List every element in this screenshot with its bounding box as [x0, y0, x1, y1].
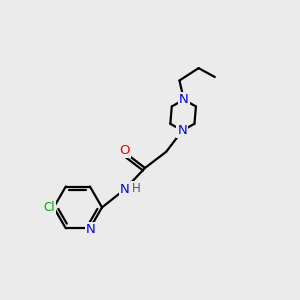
Text: H: H	[132, 182, 140, 195]
Text: N: N	[85, 223, 95, 236]
Text: Cl: Cl	[44, 201, 55, 214]
Text: N: N	[120, 183, 130, 196]
Text: N: N	[179, 93, 189, 106]
Text: N: N	[178, 124, 187, 137]
Text: O: O	[120, 144, 130, 157]
